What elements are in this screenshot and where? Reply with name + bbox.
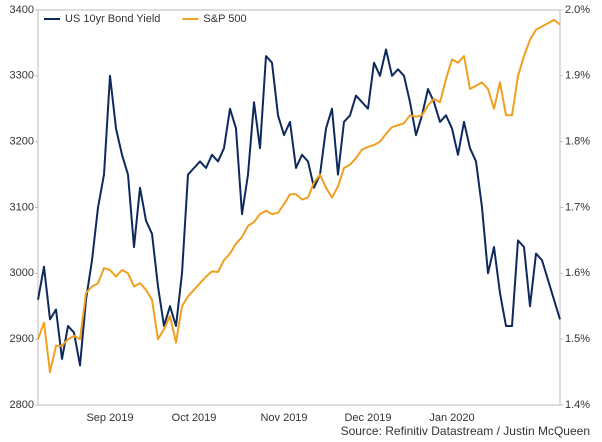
y2-tick-label: 1.5% (565, 333, 590, 345)
legend-label: S&P 500 (203, 13, 246, 25)
y2-tick-label: 2.0% (565, 4, 590, 16)
y2-tick-label: 1.9% (565, 70, 590, 82)
y-tick-label: 3300 (10, 70, 34, 82)
series-line (37, 48, 561, 367)
y-tick-label: 3000 (10, 267, 34, 279)
y-tick-label: 3400 (10, 4, 34, 16)
y2-tick-label: 1.7% (565, 201, 590, 213)
y-tick-label: 3100 (10, 201, 34, 213)
y-tick-label: 2900 (10, 333, 34, 345)
source-note: Source: Refinitiv Datastream / Justin Mc… (341, 424, 590, 438)
x-tick-label: Nov 2019 (260, 412, 307, 424)
x-tick-label: Dec 2019 (344, 412, 391, 424)
x-tick-label: Sep 2019 (86, 412, 133, 424)
y2-tick-label: 1.8% (565, 136, 590, 148)
series-line (37, 18, 561, 374)
y2-tick-label: 1.6% (565, 267, 590, 279)
y2-tick-label: 1.4% (565, 399, 590, 411)
x-tick-label: Oct 2019 (172, 412, 217, 424)
legend-label: US 10yr Bond Yield (65, 13, 160, 25)
y-tick-label: 2800 (10, 399, 34, 411)
y-tick-label: 3200 (10, 136, 34, 148)
x-tick-label: Jan 2020 (429, 412, 474, 424)
